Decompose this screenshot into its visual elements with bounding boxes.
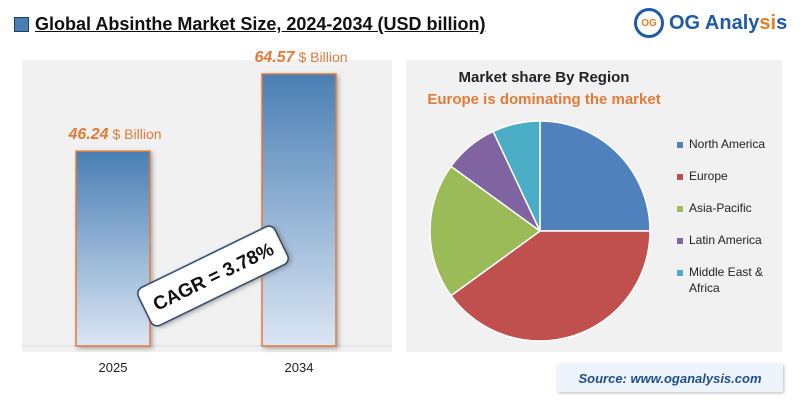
x-tick-label: 2034 <box>285 360 314 375</box>
legend-label: Africa <box>689 281 720 295</box>
bar-value-unit: $ Billion <box>113 126 162 142</box>
og-analysis-logo: OG OG Analysis <box>634 8 787 38</box>
bar-value-unit: $ Billion <box>299 49 348 65</box>
pie-slice-middle-east-africa <box>492 120 541 232</box>
logo-badge-icon: OG <box>634 8 664 38</box>
pie-title: Market share By Region <box>459 69 630 86</box>
legend-label: Asia-Pacific <box>689 201 752 215</box>
pie-slice-asia-pacific <box>429 165 542 297</box>
page-title: Global Absinthe Market Size, 2024-2034 (… <box>35 14 486 34</box>
logo-text-main: OG Analy <box>669 11 760 34</box>
logo-text-accent: si <box>759 11 777 34</box>
legend-swatch <box>677 142 683 148</box>
pie-subtitle: Europe is dominating the market <box>427 91 660 108</box>
pie-slice-north-america <box>539 120 651 232</box>
legend-swatch <box>677 270 683 276</box>
bar-value-label: 64.57 $ Billion <box>254 49 347 66</box>
legend-label: Middle East & <box>689 265 763 279</box>
bar-value-label: 46.24 $ Billion <box>67 126 161 143</box>
legend-label: North America <box>689 137 765 151</box>
logo-text: OG Analysis <box>669 12 787 35</box>
bar-2034 <box>261 73 337 347</box>
bar-value-number: 64.57 <box>254 49 295 66</box>
bar-2025 <box>75 150 151 347</box>
source-note: Source: www.oganalysis.com <box>557 364 783 392</box>
title-square-icon <box>14 17 29 32</box>
pie-slice-europe <box>449 230 651 342</box>
legend-label: Europe <box>689 169 728 183</box>
legend-label: Latin America <box>689 233 762 247</box>
title-bar: Global Absinthe Market Size, 2024-2034 (… <box>14 14 485 35</box>
legend-swatch <box>677 238 683 244</box>
legend-swatch <box>677 174 683 180</box>
logo-text-tail: s <box>776 11 788 34</box>
cagr-box <box>137 225 289 327</box>
x-tick-label: 2025 <box>99 360 128 375</box>
legend-swatch <box>677 206 683 212</box>
bar-value-number: 46.24 <box>67 126 108 143</box>
